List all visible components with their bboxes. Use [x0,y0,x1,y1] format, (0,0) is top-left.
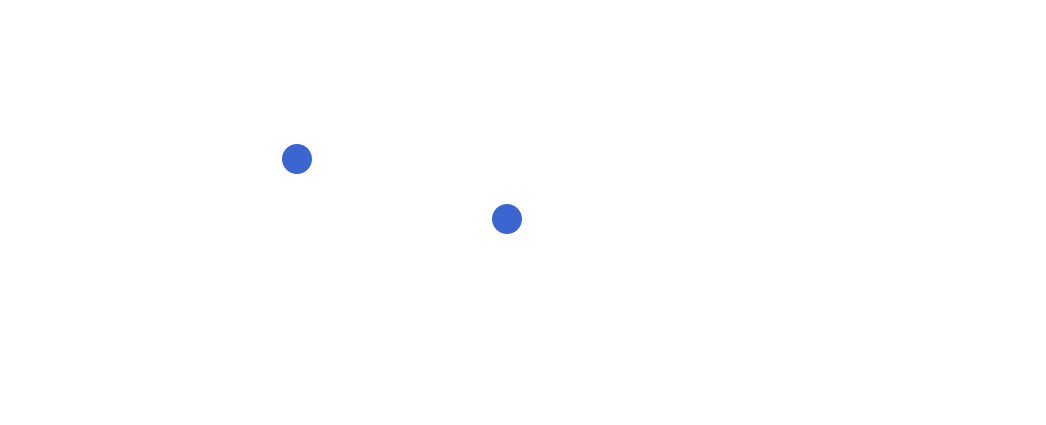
blue-dot-marker[interactable] [492,204,522,234]
blue-dot-marker[interactable] [282,144,312,174]
